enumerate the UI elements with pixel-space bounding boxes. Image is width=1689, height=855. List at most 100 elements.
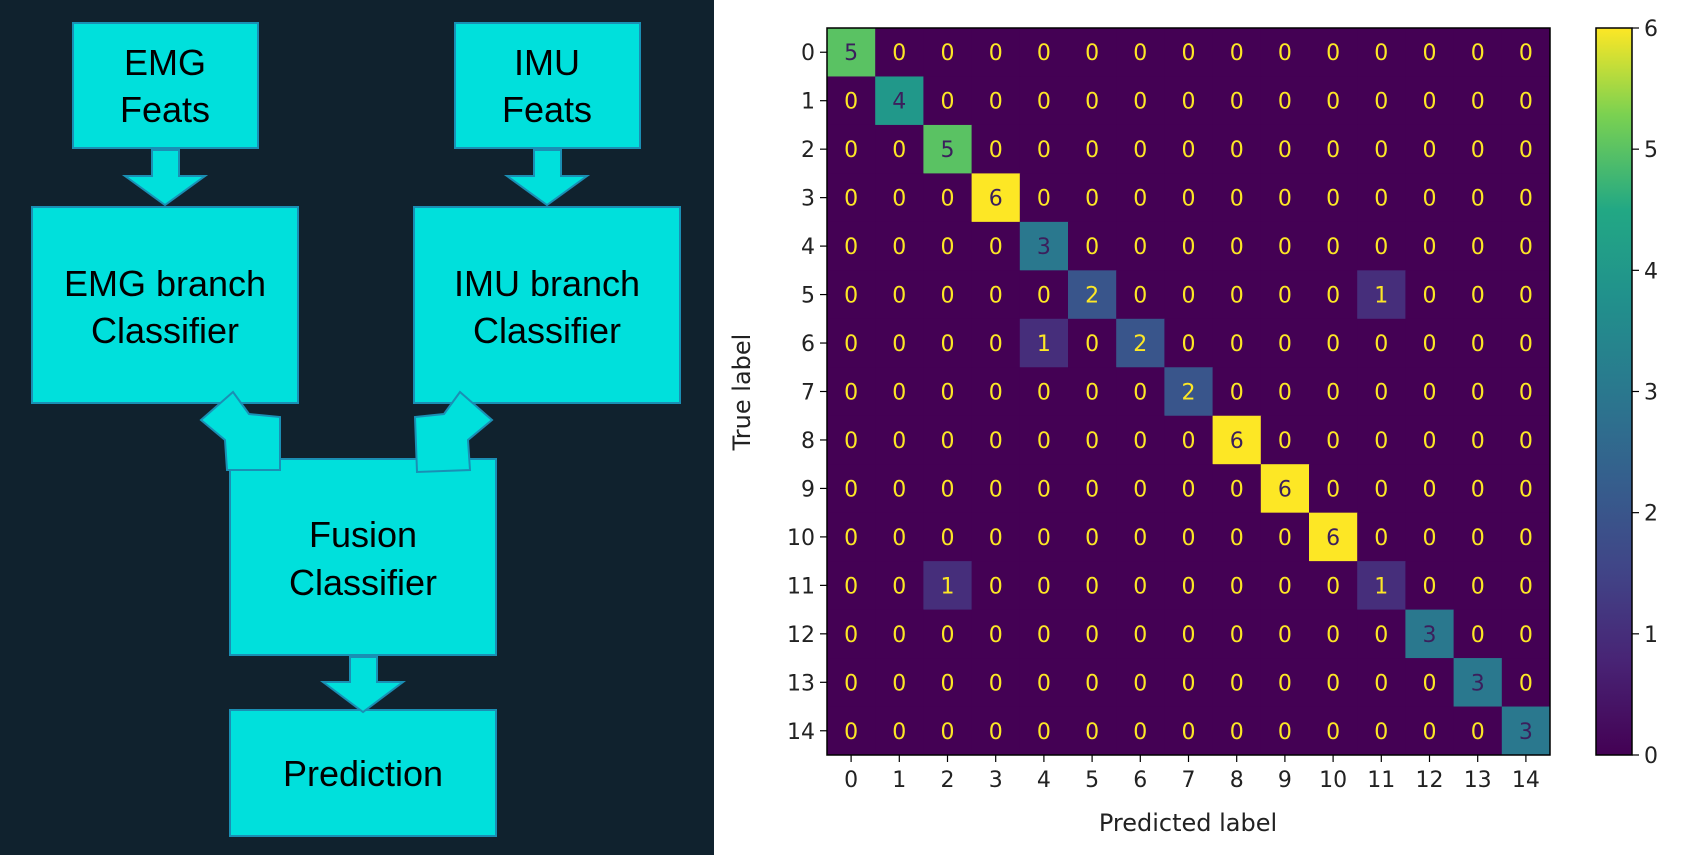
cell-value-label: 0 <box>1133 720 1147 745</box>
heatmap-cell <box>875 658 924 708</box>
heatmap-cell <box>971 270 1021 320</box>
cell-value-label: 0 <box>1230 90 1244 115</box>
cell-value-label: 0 <box>1133 477 1147 502</box>
heatmap-cell <box>1164 76 1214 126</box>
y-tick-label: 12 <box>787 623 815 648</box>
cell-value-label: 0 <box>1519 574 1533 599</box>
heatmap-cell <box>1019 318 1069 368</box>
cell-value-label: 0 <box>844 671 858 696</box>
cell-value-label: 0 <box>989 574 1003 599</box>
cell-value-label: 0 <box>892 526 906 551</box>
cell-value-label: 0 <box>844 429 858 454</box>
heatmap-cell <box>1116 464 1165 514</box>
heatmap-cell <box>1357 415 1406 465</box>
heatmap-cell <box>1260 173 1310 223</box>
y-tick-label: 7 <box>801 381 815 406</box>
heatmap-cell <box>923 28 973 77</box>
heatmap-cell <box>1501 28 1551 77</box>
emg-branch-label-line1: EMG branch <box>64 263 266 304</box>
cell-value-label: 0 <box>941 284 955 309</box>
emg-branch-box: EMG branch Classifier <box>31 206 299 404</box>
cell-value-label: 0 <box>1471 235 1485 260</box>
cell-value-label: 0 <box>941 187 955 212</box>
cell-value-label: 0 <box>989 429 1003 454</box>
heatmap-cell <box>1164 367 1214 417</box>
heatmap-cell <box>1501 221 1551 271</box>
heatmap-cell <box>1405 367 1455 417</box>
y-tick-label: 10 <box>787 526 815 551</box>
y-tick-label: 8 <box>801 429 815 454</box>
heatmap-cell <box>1309 658 1358 708</box>
heatmap-cell <box>1068 609 1117 659</box>
heatmap-cell <box>1116 28 1165 77</box>
heatmap-cell <box>875 76 924 126</box>
heatmap-cell <box>1501 173 1551 223</box>
cell-value-label: 0 <box>1182 90 1196 115</box>
heatmap-cell <box>1212 124 1262 174</box>
cell-value-label: 0 <box>1471 90 1485 115</box>
cell-value-label: 0 <box>1278 720 1292 745</box>
cell-value-label: 0 <box>1423 138 1437 163</box>
heatmap-cell <box>1164 270 1214 320</box>
heatmap-cell <box>875 173 924 223</box>
heatmap-cell <box>875 124 924 174</box>
heatmap-cell <box>1501 367 1551 417</box>
cell-value-label: 0 <box>1519 332 1533 357</box>
cell-value-label: 1 <box>1037 332 1051 357</box>
heatmap-cell <box>923 464 973 514</box>
cell-value-label: 3 <box>1037 235 1051 260</box>
heatmap-cell <box>1164 512 1214 562</box>
cell-value-label: 0 <box>989 332 1003 357</box>
heatmap-cell <box>1164 318 1214 368</box>
cell-value-label: 0 <box>1423 332 1437 357</box>
heatmap-cell <box>1212 658 1262 708</box>
cell-value-label: 0 <box>1471 720 1485 745</box>
cell-value-label: 0 <box>1374 332 1388 357</box>
cell-value-label: 0 <box>1423 526 1437 551</box>
cell-value-label: 0 <box>1182 235 1196 260</box>
cell-value-label: 0 <box>941 477 955 502</box>
cell-value-label: 0 <box>1182 574 1196 599</box>
heatmap-cell <box>827 173 876 223</box>
cell-value-label: 0 <box>1133 90 1147 115</box>
heatmap-cell <box>1405 318 1455 368</box>
heatmap-cell <box>1212 706 1262 756</box>
heatmap-cell <box>1453 706 1503 756</box>
imu-branch-label-line1: IMU branch <box>454 263 640 304</box>
cell-value-label: 0 <box>1037 671 1051 696</box>
fusion-label-line1: Fusion <box>309 514 417 555</box>
heatmap-cell <box>1116 124 1165 174</box>
cell-value-label: 0 <box>1374 429 1388 454</box>
heatmap-cell <box>1164 561 1214 611</box>
cell-value-label: 0 <box>1278 235 1292 260</box>
heatmap-cell <box>1116 76 1165 126</box>
confusion-matrix-panel: 5 0 0 0 0 0 0 0 0 0 0 0 0 0 0 0 4 0 0 0 0 0 0 0 0 0 0 0 0 0 0 0 5 0 0 0 0 0 0 0… <box>714 0 1689 855</box>
cell-value-label: 0 <box>1182 720 1196 745</box>
cell-value-label: 0 <box>989 90 1003 115</box>
cell-value-label: 3 <box>1471 671 1485 696</box>
cell-value-label: 0 <box>1423 720 1437 745</box>
heatmap-cell <box>1260 512 1310 562</box>
heatmap-cell <box>971 464 1021 514</box>
cell-value-label: 0 <box>1326 671 1340 696</box>
cell-value-label: 0 <box>1230 720 1244 745</box>
cell-value-label: 0 <box>1182 41 1196 66</box>
heatmap-cell <box>875 415 924 465</box>
heatmap-cell <box>923 512 973 562</box>
diagram-canvas: EMG Feats IMU Feats EMG branch Classifie… <box>31 22 681 837</box>
heatmap-cell <box>827 124 876 174</box>
heatmap-cell <box>1164 464 1214 514</box>
heatmap-cell <box>1212 28 1262 77</box>
heatmap-cell <box>1068 318 1117 368</box>
cell-value-label: 0 <box>1037 41 1051 66</box>
heatmap-cell <box>1309 76 1358 126</box>
cell-value-label: 0 <box>1423 284 1437 309</box>
heatmap-cell <box>1068 561 1117 611</box>
emg-feats-label-line2: Feats <box>120 89 210 130</box>
cell-value-label: 0 <box>1037 429 1051 454</box>
cell-value-label: 0 <box>989 138 1003 163</box>
x-tick-label: 8 <box>1230 768 1244 793</box>
heatmap-cell <box>1019 658 1069 708</box>
cell-value-label: 0 <box>1519 381 1533 406</box>
x-tick-label: 10 <box>1319 768 1347 793</box>
